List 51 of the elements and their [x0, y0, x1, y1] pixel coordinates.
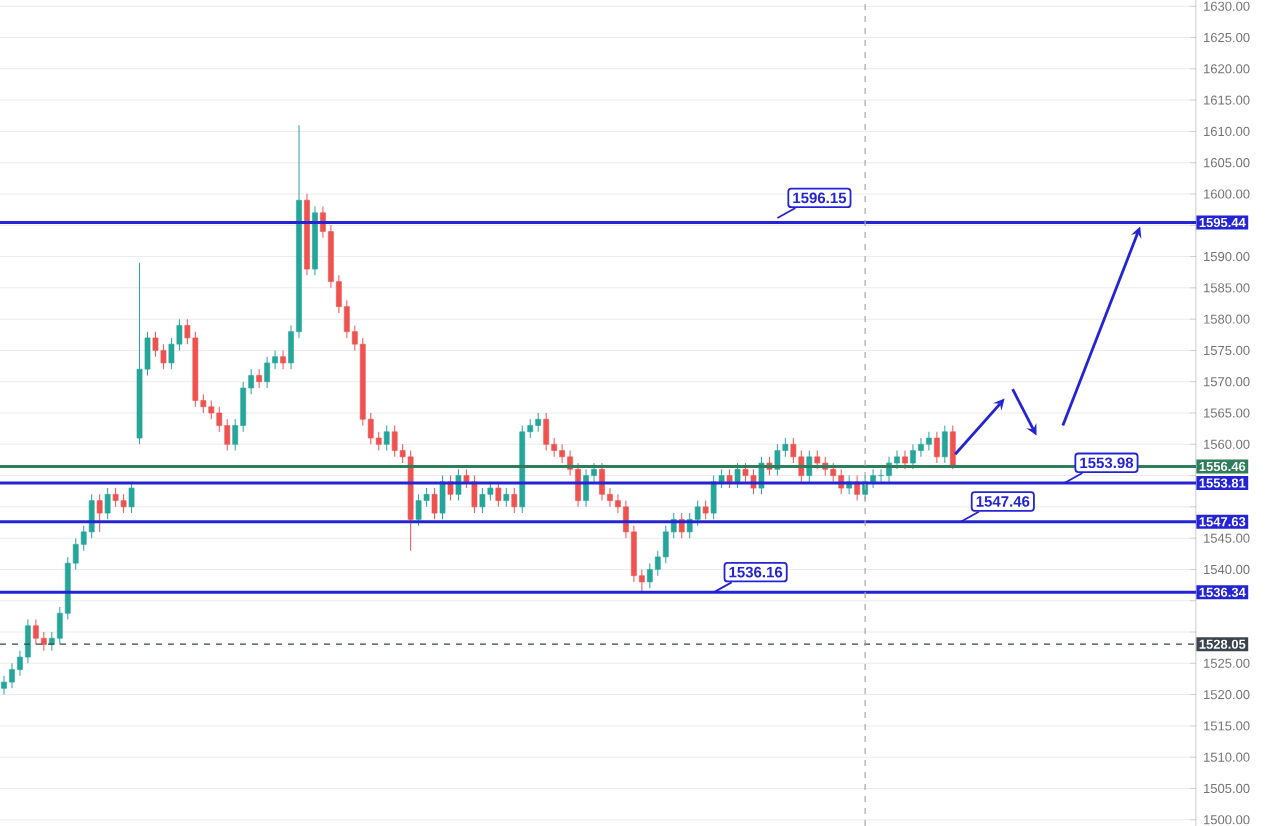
candlestick — [25, 619, 31, 664]
candlestick — [88, 493, 95, 539]
candlestick — [575, 462, 581, 508]
candlestick — [511, 487, 518, 514]
candlestick — [224, 418, 231, 452]
candlestick — [942, 425, 948, 464]
candlestick — [128, 481, 135, 514]
candlestick — [503, 487, 510, 508]
candlestick — [646, 562, 653, 589]
candlestick — [599, 462, 605, 502]
candlestick — [710, 475, 717, 520]
candlestick — [415, 493, 422, 527]
candlestick — [910, 443, 916, 470]
candlestick — [160, 343, 167, 370]
candlestick — [902, 450, 908, 470]
candlestick — [471, 475, 478, 514]
candlestick — [949, 425, 956, 470]
candlestick — [662, 525, 669, 564]
candlestick — [9, 662, 15, 689]
candlestick — [535, 412, 542, 433]
candlestick — [120, 493, 127, 514]
candlestick — [264, 356, 270, 389]
candlestick — [734, 462, 741, 489]
candlestick — [104, 487, 111, 520]
candlestick — [742, 462, 749, 483]
candlestick — [894, 450, 900, 470]
candlestick — [479, 487, 486, 514]
candlestick — [559, 443, 565, 464]
candlestick — [439, 475, 446, 520]
candlestick — [431, 487, 438, 520]
candlestick — [702, 500, 709, 520]
candlestick — [33, 619, 39, 646]
candlestick — [41, 631, 47, 652]
candlestick — [152, 331, 159, 358]
candlestick — [918, 437, 924, 458]
candlestick — [112, 487, 119, 508]
candlestick — [543, 412, 550, 452]
candlestick — [1, 675, 7, 696]
candlestick — [814, 450, 821, 470]
candlestick — [583, 468, 589, 508]
candlestick — [208, 399, 215, 420]
candlestick — [694, 500, 701, 527]
candlestick — [391, 425, 398, 458]
candlestick — [256, 368, 262, 389]
candlestick — [280, 349, 286, 370]
candlestick — [96, 493, 103, 533]
candlestick — [934, 431, 940, 464]
candlestick — [383, 425, 390, 452]
candlestick — [830, 462, 837, 483]
candlestick — [495, 481, 502, 508]
candlestick — [926, 431, 932, 452]
